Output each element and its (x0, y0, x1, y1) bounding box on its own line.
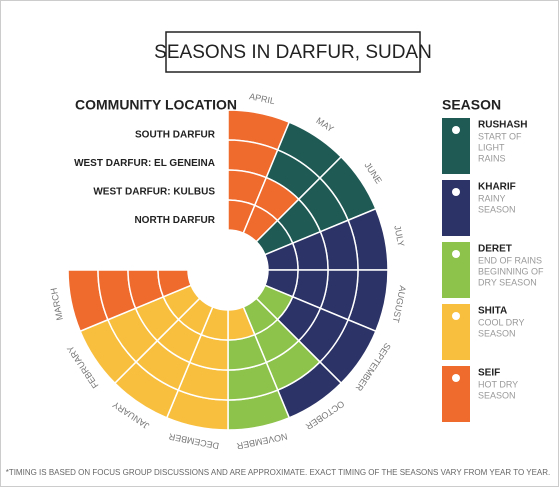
season-description: BEGINNING OF (478, 266, 544, 276)
title-box (165, 31, 421, 73)
location-label: NORTH DARFUR (134, 215, 215, 226)
location-label: SOUTH DARFUR (135, 130, 216, 141)
season-name: KHARIF (478, 182, 516, 193)
locations-heading: COMMUNITY LOCATION (75, 97, 237, 113)
month-label: APRIL (248, 91, 275, 106)
season-heading: SEASON (442, 97, 501, 113)
season-description: DRY SEASON (478, 277, 537, 287)
season-icon (452, 374, 460, 382)
location-label: WEST DARFUR: KULBUS (93, 187, 215, 198)
season-description: SEASON (478, 390, 516, 400)
ring-segment (157, 269, 193, 298)
footnote: *TIMING IS BASED ON FOCUS GROUP DISCUSSI… (6, 468, 551, 477)
season-icon (452, 250, 460, 258)
season-description: SEASON (478, 204, 516, 214)
season-description: START OF (478, 131, 522, 141)
location-label: WEST DARFUR: EL GENEINA (74, 158, 215, 169)
season-name: SHITA (478, 306, 507, 317)
month-label: JULY (392, 224, 406, 247)
season-icon (452, 126, 460, 134)
season-description: END OF RAINS (478, 255, 542, 265)
season-description: LIGHT (478, 142, 505, 152)
season-icon (452, 312, 460, 320)
season-icon (452, 188, 460, 196)
season-name: SEIF (478, 368, 500, 379)
season-description: RAINY (478, 193, 506, 203)
season-description: RAINS (478, 153, 506, 163)
season-name: DERET (478, 244, 512, 255)
season-name: RUSHASH (478, 120, 527, 131)
season-description: HOT DRY (478, 379, 518, 389)
season-description: SEASON (478, 328, 516, 338)
season-description: COOL DRY (478, 317, 525, 327)
title: SEASONS IN DARFUR, SUDAN (154, 42, 432, 63)
